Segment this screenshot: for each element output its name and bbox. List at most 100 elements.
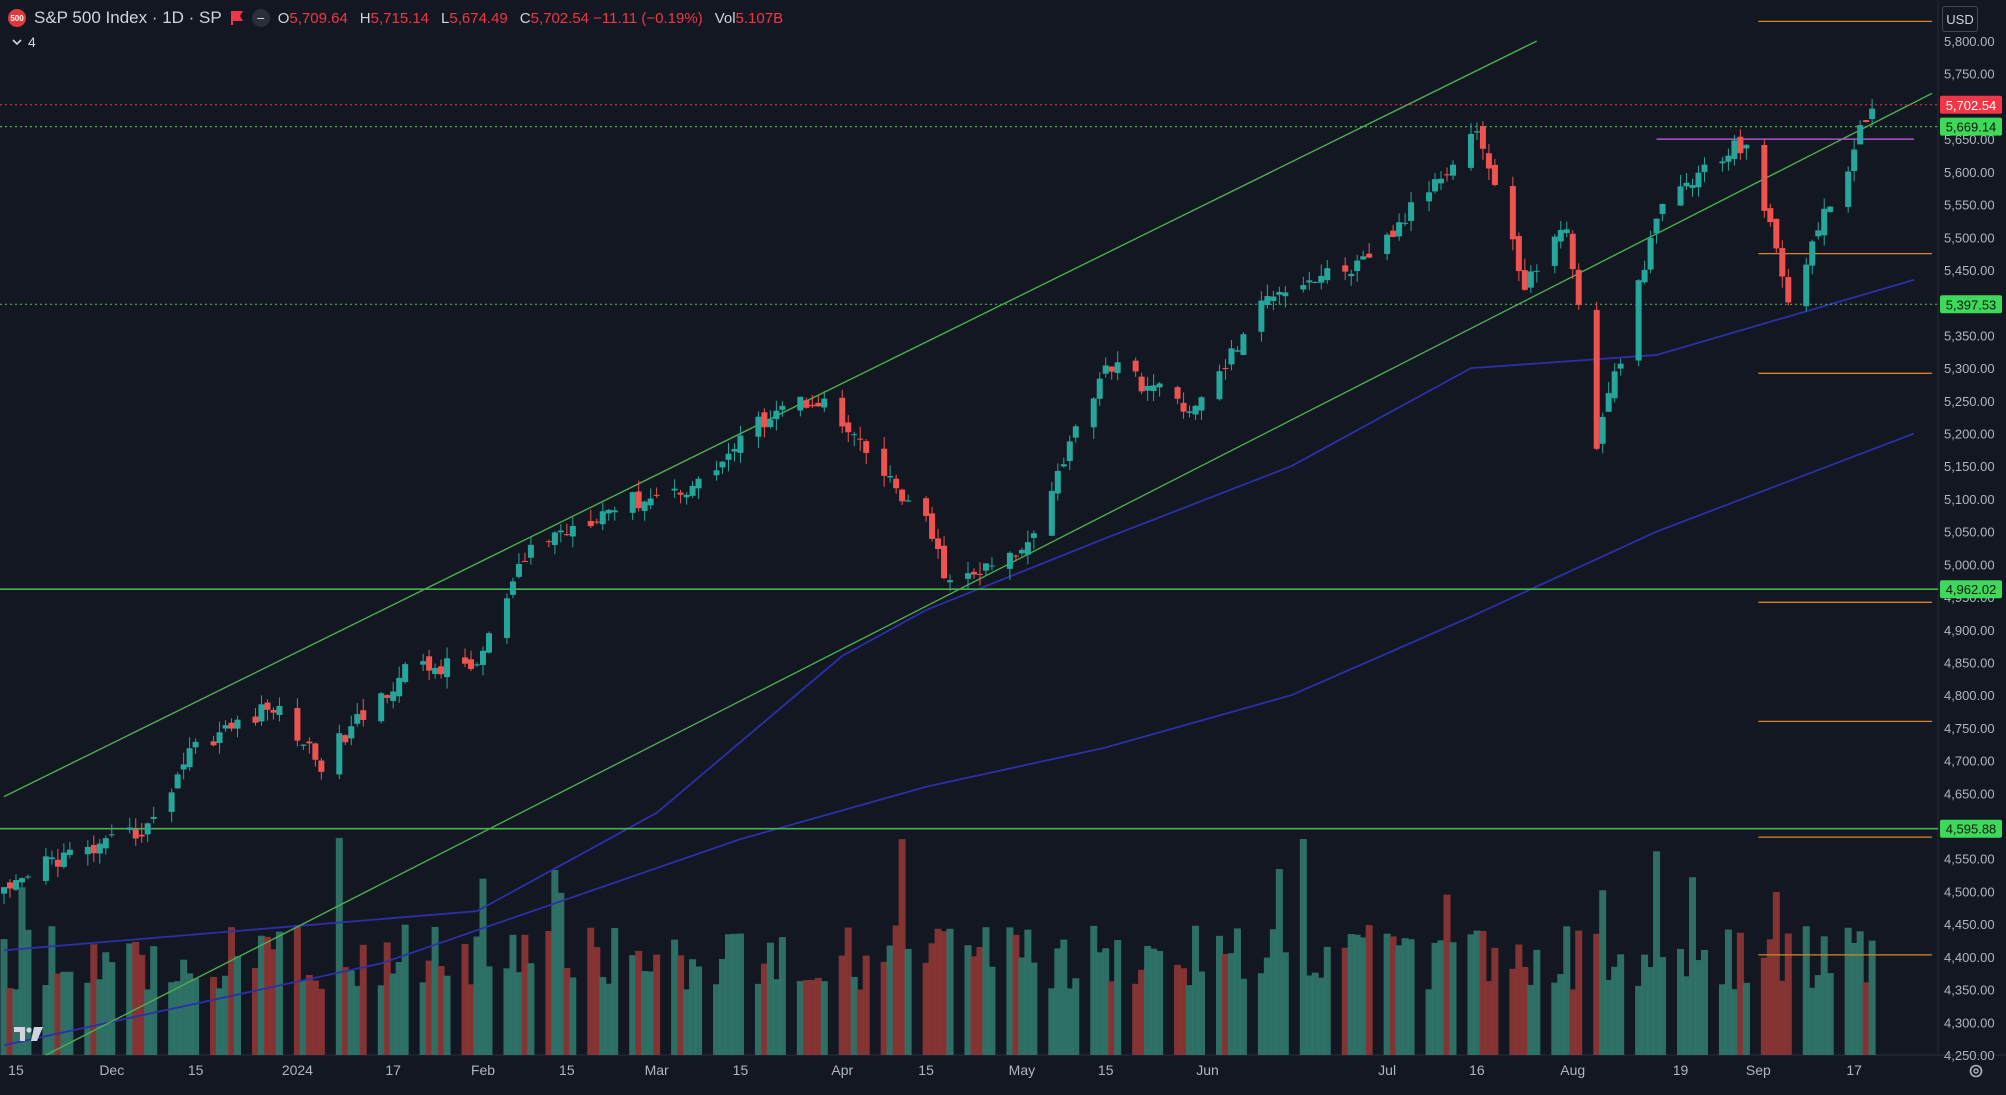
candle-body xyxy=(1090,398,1097,428)
volume-bar xyxy=(138,954,146,1055)
candle-body xyxy=(635,491,642,509)
ohlc-close: C5,702.54 −11.11 (−0.19%) xyxy=(519,9,703,27)
candle-body xyxy=(216,732,223,743)
level-price-label: 5,397.53 xyxy=(1946,297,1997,312)
level-price-label-bg xyxy=(1940,295,2002,314)
volume-bar xyxy=(1192,925,1200,1055)
candle-body xyxy=(318,760,325,772)
volume-bar xyxy=(1533,949,1541,1055)
volume-bar xyxy=(653,954,661,1055)
volume-bar xyxy=(335,837,343,1055)
price-tick-label: 5,550.00 xyxy=(1944,198,1995,213)
volume-bar xyxy=(1060,939,1068,1055)
volume-bar xyxy=(1443,894,1451,1055)
candle-body xyxy=(1605,393,1612,412)
candle-body xyxy=(1809,241,1816,266)
time-tick-label: Jul xyxy=(1378,1062,1396,1078)
price-tick-label: 4,350.00 xyxy=(1944,983,1995,998)
minus-icon[interactable]: − xyxy=(251,9,270,27)
candle-body xyxy=(569,526,576,537)
volume-bar xyxy=(1215,935,1223,1055)
last-price-label-bg xyxy=(1940,95,2002,114)
volume-bar xyxy=(1174,964,1182,1055)
volume-bar xyxy=(1269,929,1277,1055)
volume-bar xyxy=(467,984,475,1055)
volume-bar xyxy=(1742,982,1750,1055)
candle-body xyxy=(1635,280,1642,361)
volume-bar xyxy=(754,983,762,1055)
volume-bar xyxy=(689,959,697,1055)
candle-body xyxy=(1072,426,1079,438)
candle-body xyxy=(1264,296,1271,305)
volume-bar xyxy=(1635,985,1643,1055)
candle-body xyxy=(731,448,738,452)
candle-body xyxy=(1551,236,1558,266)
moving-average-line xyxy=(3,432,1915,1047)
ohlc-open: O5,709.64 xyxy=(277,9,348,27)
volume-bar xyxy=(234,956,242,1055)
volume-bar xyxy=(862,955,870,1055)
candle-body xyxy=(1857,125,1864,145)
volume-bar xyxy=(1198,971,1206,1055)
price-axis[interactable] xyxy=(1938,0,2006,1095)
time-tick-label: 2024 xyxy=(282,1062,313,1078)
volume-bar xyxy=(1599,890,1607,1055)
candle-body xyxy=(462,657,469,664)
candle-body xyxy=(1677,186,1684,206)
chart-title[interactable]: S&P 500 Index · 1D · SP xyxy=(34,8,222,27)
candle-body xyxy=(1737,136,1744,154)
candle-body xyxy=(96,843,103,854)
candle-body xyxy=(521,560,528,562)
candle-body xyxy=(1402,222,1409,224)
price-tick-label: 4,850.00 xyxy=(1944,655,1995,670)
flag-icon[interactable] xyxy=(230,10,244,26)
candle-body xyxy=(773,410,780,420)
candle-body xyxy=(210,741,217,746)
chart-legend: 500 S&P 500 Index · 1D · SP − O5,709.64 … xyxy=(8,6,787,30)
volume-bar xyxy=(48,926,56,1055)
volume-bar xyxy=(419,982,427,1055)
volume-bar xyxy=(569,977,577,1055)
candle-body xyxy=(12,880,19,890)
volume-bar xyxy=(1180,968,1188,1055)
volume-bar xyxy=(982,927,990,1055)
volume-bar xyxy=(1766,939,1774,1055)
candle-body xyxy=(899,489,906,502)
volume-bar xyxy=(180,959,188,1055)
indicators-toggle[interactable]: 4 xyxy=(12,32,36,52)
volume-bar xyxy=(946,928,954,1055)
volume-bar xyxy=(808,979,816,1055)
volume-bar xyxy=(814,977,822,1055)
volume-bar xyxy=(1844,927,1852,1055)
candle-body xyxy=(551,532,558,545)
candle-body xyxy=(432,667,439,675)
gear-icon[interactable] xyxy=(1968,1063,1984,1079)
volume-bar xyxy=(1473,930,1481,1055)
volume-bar xyxy=(293,924,301,1055)
price-tick-label: 4,750.00 xyxy=(1944,721,1995,736)
candle-body xyxy=(252,716,259,723)
candle-body xyxy=(294,708,301,741)
candle-body xyxy=(845,422,852,433)
candle-body xyxy=(1324,268,1331,281)
volume-bar xyxy=(210,976,218,1055)
candle-body xyxy=(1743,144,1750,149)
candle-body xyxy=(935,538,942,550)
volume-bar xyxy=(635,950,643,1055)
volume-bar xyxy=(102,952,110,1055)
candle-body xyxy=(1731,140,1738,159)
candle-body xyxy=(976,573,983,575)
candle-body xyxy=(1438,178,1445,184)
volume-bar xyxy=(359,944,367,1055)
trend-channel-lower[interactable] xyxy=(45,92,1933,1056)
candle-body xyxy=(563,534,570,536)
currency-button[interactable]: USD xyxy=(1942,6,1978,32)
time-tick-label: Mar xyxy=(645,1062,669,1078)
volume-bar xyxy=(1611,966,1619,1055)
level-price-label-bg xyxy=(1940,819,2002,838)
candle-body xyxy=(629,492,636,513)
candle-body xyxy=(264,702,271,710)
time-tick-label: Dec xyxy=(99,1062,124,1078)
